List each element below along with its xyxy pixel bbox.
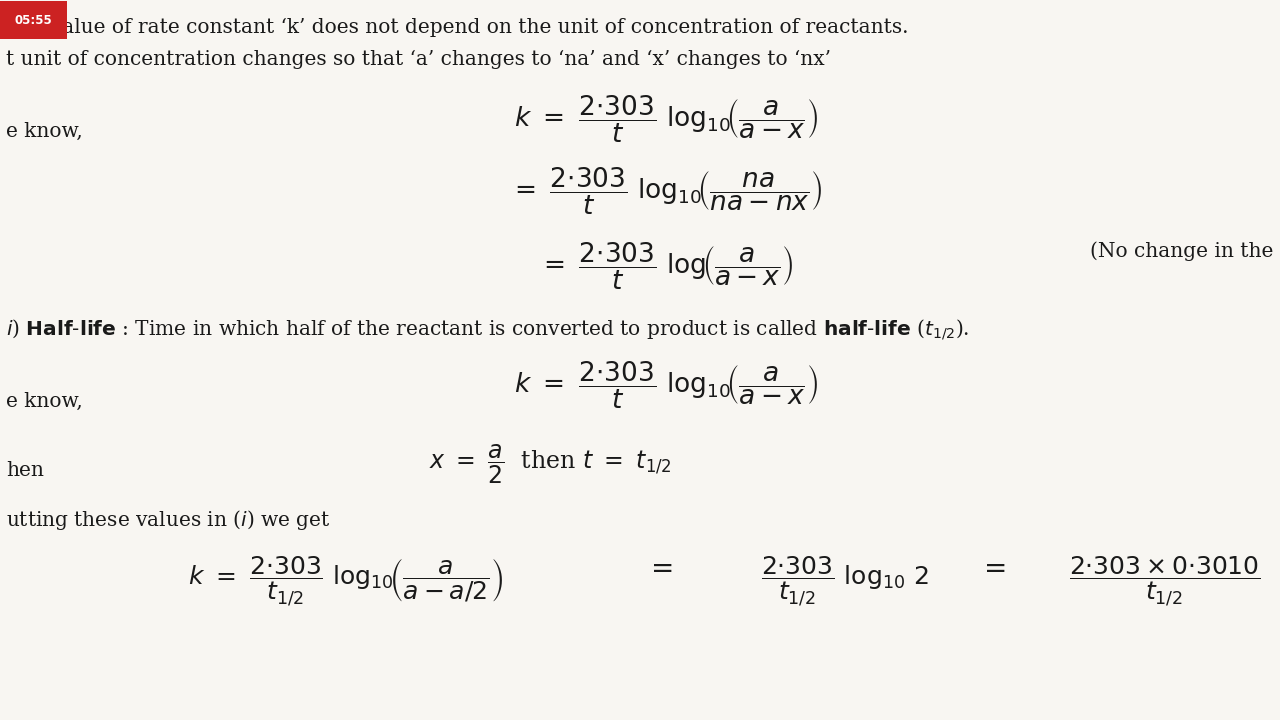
Text: (No change in the: (No change in the <box>1091 241 1274 261</box>
Text: $= \ \dfrac{2{\cdot}303}{t} \ \mathrm{log}_{10}\!\left(\dfrac{na}{na-nx}\right)$: $= \ \dfrac{2{\cdot}303}{t} \ \mathrm{lo… <box>508 166 823 217</box>
Text: e know,: e know, <box>6 392 83 411</box>
Text: $=$: $=$ <box>645 554 673 582</box>
FancyBboxPatch shape <box>0 1 67 39</box>
Text: $x \ = \ \dfrac{a}{2}$  then $t \ = \ t_{1/2}$: $x \ = \ \dfrac{a}{2}$ then $t \ = \ t_{… <box>429 443 672 486</box>
Text: $=$: $=$ <box>978 554 1006 582</box>
Text: hen: hen <box>6 461 45 480</box>
Text: t unit of concentration changes so that ‘a’ changes to ‘na’ and ‘x’ changes to ‘: t unit of concentration changes so that … <box>6 50 832 70</box>
Text: e know,: e know, <box>6 122 83 141</box>
Text: $k \ = \ \dfrac{2{\cdot}303}{t} \ \mathrm{log}_{10}\!\left(\dfrac{a}{a-x}\right): $k \ = \ \dfrac{2{\cdot}303}{t} \ \mathr… <box>513 94 818 145</box>
Text: $\dfrac{2{\cdot}303}{t_{1/2}} \ \mathrm{log}_{10} \ 2$: $\dfrac{2{\cdot}303}{t_{1/2}} \ \mathrm{… <box>760 554 929 607</box>
Text: $i$) $\mathbf{Half\text{-}life}$ : Time in which half of the reactant is convert: $i$) $\mathbf{Half\text{-}life}$ : Time … <box>6 317 970 342</box>
Text: The value of rate constant ‘k’ does not depend on the unit of concentration of r: The value of rate constant ‘k’ does not … <box>6 18 909 37</box>
Text: $= \ \dfrac{2{\cdot}303}{t} \ \mathrm{log}\!\left(\dfrac{a}{a-x}\right)$: $= \ \dfrac{2{\cdot}303}{t} \ \mathrm{lo… <box>538 241 794 292</box>
Text: $\dfrac{2{\cdot}303 \times 0{\cdot}3010}{t_{1/2}}$: $\dfrac{2{\cdot}303 \times 0{\cdot}3010}… <box>1069 554 1261 607</box>
Text: utting these values in ($i$) we get: utting these values in ($i$) we get <box>6 508 332 531</box>
Text: 05:55: 05:55 <box>14 14 52 27</box>
Text: $k \ = \ \dfrac{2{\cdot}303}{t_{1/2}} \ \mathrm{log}_{10}\!\left(\dfrac{a}{a-a/2: $k \ = \ \dfrac{2{\cdot}303}{t_{1/2}} \ … <box>188 554 503 607</box>
Text: $k \ = \ \dfrac{2{\cdot}303}{t} \ \mathrm{log}_{10}\!\left(\dfrac{a}{a-x}\right): $k \ = \ \dfrac{2{\cdot}303}{t} \ \mathr… <box>513 360 818 411</box>
